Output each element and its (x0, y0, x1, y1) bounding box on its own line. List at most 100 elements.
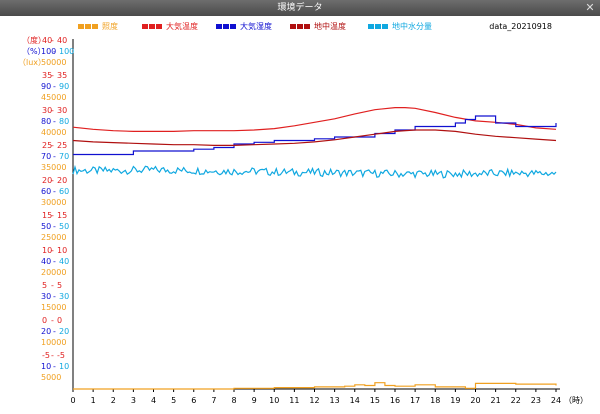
x-tick-label: 5 (171, 396, 176, 405)
x-tick-label: 14 (350, 396, 360, 405)
humidity-tick-label-left: 70 (41, 152, 51, 161)
temp-tick-label-right: 40 (57, 36, 67, 45)
temp-tick-label-right: 20 (57, 176, 67, 185)
moisture-tick-label-right: 90 (59, 82, 69, 91)
humidity-tick-separator: - (53, 222, 56, 231)
legend-swatch (216, 24, 222, 29)
x-tick-label: 15 (370, 396, 380, 405)
humidity-tick-label-left: 80 (41, 117, 51, 126)
legend-swatch (304, 24, 310, 29)
lux-tick-label: 35000 (41, 163, 66, 172)
humidity-tick-label-left: 100 (41, 47, 56, 56)
series-line (73, 115, 557, 156)
temp-tick-label-right: 15 (57, 211, 67, 220)
temp-tick-label-left: 30 (42, 106, 52, 115)
temp-tick-separator: - (51, 106, 54, 115)
x-tick-label: 8 (231, 396, 236, 405)
temp-tick-separator: - (51, 71, 54, 80)
lux-tick-label: 50000 (41, 58, 66, 67)
temp-tick-label-left: 0 (42, 316, 47, 325)
lux-axis-unit: （lux） (18, 58, 46, 67)
legend-swatch (230, 24, 236, 29)
temp-tick-label-right: 0 (57, 316, 62, 325)
series-line (72, 107, 557, 132)
humidity-tick-label-left: 20 (41, 327, 51, 336)
moisture-tick-label-right: 40 (59, 257, 69, 266)
humidity-tick-separator: - (53, 47, 56, 56)
series-line (72, 164, 557, 180)
temp-tick-separator: - (51, 281, 54, 290)
humidity-tick-label-left: 50 (41, 222, 51, 231)
temp-tick-label-right: 35 (57, 71, 67, 80)
legend-label: 大気温度 (166, 21, 198, 31)
moisture-tick-label-right: 70 (59, 152, 69, 161)
x-tick-label: 22 (511, 396, 521, 405)
moisture-tick-label-right: 50 (59, 222, 69, 231)
temp-tick-separator: - (51, 176, 54, 185)
lux-tick-label: 45000 (41, 93, 66, 102)
legend-swatch (382, 24, 388, 29)
moisture-tick-label-right: 10 (59, 362, 69, 371)
humidity-tick-separator: - (53, 117, 56, 126)
series-line (72, 129, 557, 146)
temp-tick-label-left: 5 (42, 281, 47, 290)
x-axis-unit: （時） (564, 396, 588, 405)
window-titlebar: 環境データ ✕ (0, 0, 600, 16)
x-tick-label: 16 (390, 396, 400, 405)
x-tick-label: 17 (410, 396, 420, 405)
temp-tick-separator: - (51, 246, 54, 255)
humidity-tick-label-left: 60 (41, 187, 51, 196)
close-icon[interactable]: ✕ (585, 1, 595, 14)
lux-tick-label: 5000 (41, 373, 61, 382)
temp-tick-label-left: -5 (42, 351, 50, 360)
x-tick-label: 4 (151, 396, 156, 405)
x-tick-label: 21 (491, 396, 501, 405)
temp-tick-label-left: 15 (42, 211, 52, 220)
legend-swatch (297, 24, 303, 29)
humidity-tick-separator: - (53, 292, 56, 301)
temp-tick-separator: - (51, 351, 54, 360)
temp-tick-label-right: 5 (57, 281, 62, 290)
temp-tick-separator: - (51, 141, 54, 150)
x-tick-label: 2 (111, 396, 116, 405)
x-tick-label: 7 (211, 396, 216, 405)
humidity-tick-separator: - (53, 82, 56, 91)
series-line (73, 382, 557, 390)
humidity-tick-separator: - (53, 187, 56, 196)
moisture-tick-label-right: 60 (59, 187, 69, 196)
moisture-tick-label-right: 80 (59, 117, 69, 126)
temp-tick-label-left: 20 (42, 176, 52, 185)
file-label: data_20210918 (489, 22, 552, 31)
x-tick-label: 0 (70, 396, 75, 405)
humidity-tick-separator: - (53, 257, 56, 266)
temp-axis-unit: （度） (22, 35, 46, 45)
temp-tick-label-right: 25 (57, 141, 67, 150)
humidity-axis-unit: （%） (22, 47, 46, 56)
humidity-tick-label-left: 40 (41, 257, 51, 266)
humidity-tick-label-left: 30 (41, 292, 51, 301)
temp-tick-separator: - (51, 36, 54, 45)
legend-swatch (223, 24, 229, 29)
x-tick-label: 9 (252, 396, 257, 405)
humidity-tick-separator: - (53, 327, 56, 336)
legend-swatch (368, 24, 374, 29)
legend-swatch (290, 24, 296, 29)
temp-tick-label-right: 10 (57, 246, 67, 255)
temp-tick-label-left: 10 (42, 246, 52, 255)
moisture-tick-label-right: 100 (59, 47, 74, 56)
moisture-tick-label-right: 30 (59, 292, 69, 301)
legend-swatch (142, 24, 148, 29)
legend-label: 照度 (102, 21, 118, 31)
temp-tick-label-right: 30 (57, 106, 67, 115)
temp-tick-separator: - (51, 211, 54, 220)
temp-tick-label-left: 25 (42, 141, 52, 150)
x-tick-label: 6 (191, 396, 196, 405)
lux-tick-label: 25000 (41, 233, 66, 242)
lux-tick-label: 15000 (41, 303, 66, 312)
lux-tick-label: 30000 (41, 198, 66, 207)
legend-swatch (149, 24, 155, 29)
legend-label: 地中水分量 (392, 21, 432, 31)
humidity-tick-label-left: 90 (41, 82, 51, 91)
legend-swatch (156, 24, 162, 29)
x-tick-label: 11 (289, 396, 299, 405)
